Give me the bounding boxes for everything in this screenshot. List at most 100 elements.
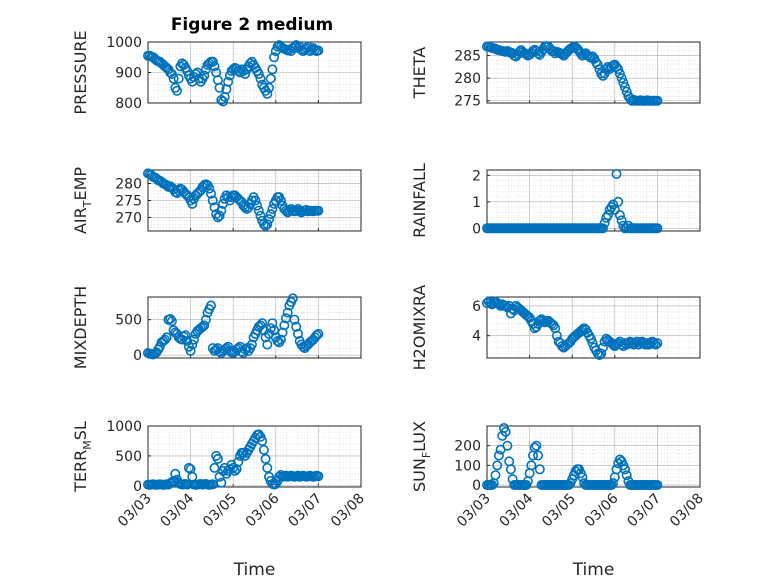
- data-point: [650, 339, 661, 350]
- y-tick-label: 275: [454, 94, 481, 110]
- y-tick-label: 0: [472, 221, 481, 237]
- data-point: [493, 450, 504, 461]
- data-point: [207, 195, 218, 206]
- axes-outline: [147, 169, 362, 232]
- data-point: [621, 470, 632, 481]
- data-point: [212, 453, 223, 464]
- data-point: [253, 69, 264, 80]
- data-point: [614, 68, 625, 79]
- y-tick-label: 2: [472, 168, 481, 184]
- data-point: [160, 334, 171, 345]
- y-axis-label: H2OMIXRA: [410, 285, 429, 371]
- data-point: [652, 479, 663, 490]
- data-point: [199, 180, 210, 191]
- data-point: [200, 314, 211, 325]
- x-tick-label: 03/06: [582, 490, 622, 530]
- data-point: [609, 204, 620, 215]
- y-axis-label: PRESSURE: [71, 30, 90, 114]
- data-point: [207, 56, 218, 67]
- y-axis-label: RAINFALL: [410, 163, 429, 238]
- data-point: [253, 205, 264, 216]
- data-point: [592, 348, 603, 359]
- data-point: [206, 300, 217, 311]
- data-point: [262, 219, 273, 230]
- data-point: [218, 96, 229, 107]
- y-tick-label: 4: [472, 329, 481, 345]
- subplot-terr_msl: 03/03 03/04 03/05 03/06 03/07 03/08 0 500 1000 TE…: [71, 419, 368, 580]
- data-point: [531, 440, 542, 451]
- data-point: [533, 450, 544, 461]
- data-point: [263, 214, 274, 225]
- y-tick-label: 800: [115, 96, 142, 112]
- subplot-rainfall: 0 1 2 RAINFALL: [410, 163, 701, 238]
- data-point: [313, 205, 324, 216]
- y-tick-label: 1000: [106, 35, 142, 51]
- data-point: [311, 330, 322, 341]
- data-point: [187, 339, 198, 350]
- data-point: [260, 453, 271, 464]
- axes-outline: [147, 296, 362, 359]
- x-tick-label: 03/07: [624, 491, 664, 531]
- y-tick-label: 6: [472, 299, 481, 315]
- data-point: [209, 462, 220, 473]
- axes-outline: [486, 41, 701, 104]
- data-point: [275, 195, 286, 206]
- x-tick-label: 03/04: [497, 490, 537, 530]
- data-point: [199, 320, 210, 331]
- x-tick-label: 03/03: [115, 491, 155, 531]
- data-point: [597, 223, 608, 234]
- data-point: [585, 333, 596, 344]
- data-point: [292, 328, 303, 339]
- y-tick-label: 270: [115, 210, 142, 226]
- data-point: [277, 327, 288, 338]
- y-tick-label: 0: [472, 478, 481, 494]
- data-point: [223, 76, 234, 87]
- data-point: [492, 460, 503, 471]
- figure-title: Figure 2 medium: [171, 15, 333, 35]
- y-tick-label: 900: [115, 66, 142, 82]
- y-tick-label: 0: [133, 348, 142, 364]
- data-point: [596, 348, 607, 359]
- data-point: [652, 223, 663, 234]
- data-point: [648, 338, 659, 349]
- data-point: [619, 82, 630, 93]
- data-point: [313, 471, 324, 482]
- x-axis-label: Time: [572, 560, 615, 580]
- data-point: [189, 334, 200, 345]
- data-point: [216, 477, 227, 488]
- data-point: [161, 332, 172, 343]
- data-point: [269, 52, 280, 63]
- y-axis-label: SUNFLUX: [410, 421, 433, 492]
- data-point: [592, 59, 603, 70]
- data-point: [652, 338, 663, 349]
- data-point: [608, 199, 619, 210]
- data-point: [275, 334, 286, 345]
- axes-outline: [147, 425, 362, 488]
- data-point: [652, 95, 663, 106]
- x-tick-label: 03/06: [243, 490, 283, 530]
- y-axis-label: TERRMSL: [71, 421, 94, 493]
- data-point: [313, 45, 324, 56]
- data-point: [584, 51, 595, 62]
- data-point: [313, 328, 324, 339]
- y-tick-label: 285: [454, 49, 481, 65]
- y-axis-label: AIRTEMP: [71, 167, 94, 234]
- x-tick-label: 03/05: [539, 491, 579, 531]
- data-point: [185, 345, 196, 356]
- x-tick-label: 03/05: [200, 491, 240, 531]
- data-point: [272, 41, 283, 52]
- data-point: [199, 70, 210, 81]
- data-point: [165, 313, 176, 324]
- data-point: [611, 169, 622, 180]
- data-point: [252, 200, 263, 211]
- data-point: [619, 464, 630, 475]
- subplot-theta: 275 280 285 THETA: [410, 41, 701, 110]
- data-point: [231, 464, 242, 475]
- data-point: [291, 321, 302, 332]
- data-point: [262, 339, 273, 350]
- subplot-h2omixra: 4 6 H2OMIXRA: [410, 285, 701, 371]
- x-tick-label: 03/08: [667, 491, 707, 531]
- data-point: [204, 183, 215, 194]
